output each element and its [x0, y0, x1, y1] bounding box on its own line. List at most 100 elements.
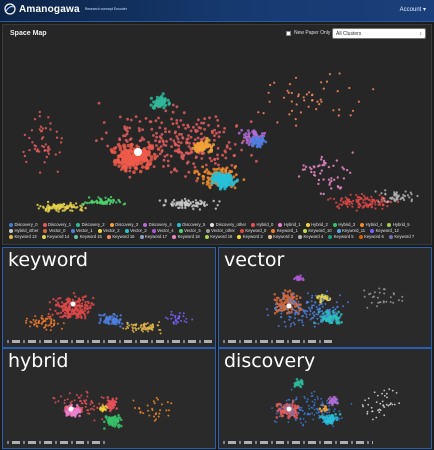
- legend-item[interactable]: Vector_1: [70, 228, 93, 233]
- data-point: [302, 278, 305, 282]
- data-point: [129, 142, 134, 147]
- query-point-marker[interactable]: [68, 406, 74, 412]
- legend-item[interactable]: Discovery_4: [143, 222, 172, 227]
- legend-item[interactable]: Keyword 14: [41, 234, 69, 239]
- hybrid-scatter[interactable]: [3, 349, 216, 449]
- data-point: [300, 380, 304, 383]
- legend-item[interactable]: Vector_5: [178, 228, 201, 233]
- legend-item[interactable]: Keyword_11: [336, 228, 365, 233]
- legend-item[interactable]: Hybrid_1: [278, 222, 301, 227]
- legend-item[interactable]: Vector_3: [124, 228, 147, 233]
- data-point: [288, 318, 291, 321]
- legend-swatch-icon: [204, 234, 209, 239]
- data-point: [95, 139, 98, 142]
- keyword-scatter[interactable]: [3, 248, 216, 348]
- data-point: [371, 296, 374, 299]
- new-paper-only-toggle[interactable]: New Paper Only: [286, 30, 330, 36]
- data-point: [347, 200, 350, 203]
- legend-item[interactable]: Keyword 3: [267, 234, 293, 239]
- query-point-marker[interactable]: [70, 301, 76, 307]
- legend-item[interactable]: Keyword 19: [204, 234, 232, 239]
- data-point: [83, 399, 85, 402]
- legend-item[interactable]: Discovery_3: [109, 222, 138, 227]
- data-point: [85, 399, 88, 402]
- data-point: [150, 146, 154, 151]
- data-point: [148, 120, 152, 123]
- legend-item[interactable]: Keyword 17: [139, 234, 167, 239]
- data-point: [171, 204, 175, 207]
- legend-item[interactable]: Vector_4: [151, 228, 174, 233]
- legend-item[interactable]: Keyword 4: [297, 234, 323, 239]
- data-point: [326, 312, 329, 315]
- legend-item[interactable]: Vector_0: [43, 228, 66, 233]
- data-point: [313, 408, 316, 411]
- data-point: [57, 207, 61, 211]
- data-point: [158, 328, 161, 331]
- data-point: [74, 312, 77, 315]
- legend-item[interactable]: Discovery_0: [9, 222, 38, 227]
- legend-item[interactable]: Hybrid_other: [9, 228, 38, 233]
- data-point: [367, 403, 370, 406]
- data-point: [116, 424, 120, 427]
- data-point: [363, 295, 366, 298]
- data-point: [311, 304, 314, 307]
- legend-item[interactable]: Discovery_5: [176, 222, 205, 227]
- legend-item[interactable]: Keyword_1: [271, 228, 298, 233]
- legend-item[interactable]: Discovery_other: [210, 222, 246, 227]
- legend-item[interactable]: Keyword_12: [370, 228, 399, 233]
- data-point: [286, 311, 289, 315]
- query-point-marker[interactable]: [134, 148, 142, 156]
- data-point: [141, 128, 145, 131]
- data-point: [169, 137, 173, 141]
- data-point: [47, 146, 50, 149]
- data-point: [349, 114, 352, 117]
- legend-item[interactable]: Keyword_0: [239, 228, 266, 233]
- data-point: [172, 322, 175, 325]
- data-point: [155, 418, 157, 421]
- data-point: [201, 165, 205, 169]
- legend-item[interactable]: Keyword 18: [172, 234, 200, 239]
- legend-item[interactable]: Discovery_2: [76, 222, 105, 227]
- app-logo[interactable]: Amanogawa Research concept Encoder: [4, 3, 127, 15]
- legend-item[interactable]: Keyword 6: [358, 234, 384, 239]
- space-map-scatter[interactable]: [3, 42, 431, 220]
- data-point: [46, 200, 50, 204]
- data-point: [366, 203, 369, 206]
- legend-item[interactable]: Keyword 2: [237, 234, 263, 239]
- cluster-select[interactable]: All Clusters ↕: [332, 28, 426, 39]
- discovery-scatter[interactable]: [219, 349, 432, 449]
- new-paper-checkbox[interactable]: [286, 30, 291, 36]
- legend-item[interactable]: Keyword 5: [328, 234, 354, 239]
- legend-item[interactable]: Hybrid_4: [360, 222, 382, 227]
- legend-item[interactable]: Vector_other: [205, 228, 235, 233]
- query-point-marker[interactable]: [286, 406, 292, 412]
- data-point: [321, 313, 324, 316]
- data-point: [164, 144, 168, 147]
- legend-item[interactable]: Keyword_10: [302, 228, 332, 233]
- account-menu[interactable]: Account ▾: [399, 7, 426, 13]
- data-point: [189, 129, 193, 133]
- data-point: [298, 278, 302, 281]
- query-point-marker[interactable]: [286, 303, 292, 309]
- data-point: [159, 409, 162, 412]
- legend-item[interactable]: Hybrid_0: [251, 222, 273, 227]
- data-point: [173, 202, 176, 205]
- legend-item[interactable]: Keyword 16: [106, 234, 135, 239]
- data-point: [184, 200, 188, 203]
- legend-item[interactable]: Hybrid_3: [332, 222, 355, 227]
- data-point: [74, 206, 78, 209]
- data-point: [69, 209, 72, 212]
- legend-item[interactable]: Vector_2: [97, 228, 120, 233]
- data-point: [378, 411, 381, 414]
- legend-item[interactable]: Keyword 13: [9, 234, 37, 239]
- legend-item[interactable]: Hybrid_2: [305, 222, 328, 227]
- vector-scatter[interactable]: [219, 248, 432, 348]
- legend-item[interactable]: Keyword 7: [388, 234, 414, 239]
- legend-item[interactable]: Discovery_1: [42, 222, 71, 227]
- data-point: [45, 323, 47, 326]
- legend-item[interactable]: Keyword 15: [74, 234, 102, 239]
- data-point: [132, 170, 136, 174]
- data-point: [213, 176, 217, 180]
- legend-item[interactable]: Hybrid_5: [387, 222, 410, 227]
- data-point: [63, 409, 66, 412]
